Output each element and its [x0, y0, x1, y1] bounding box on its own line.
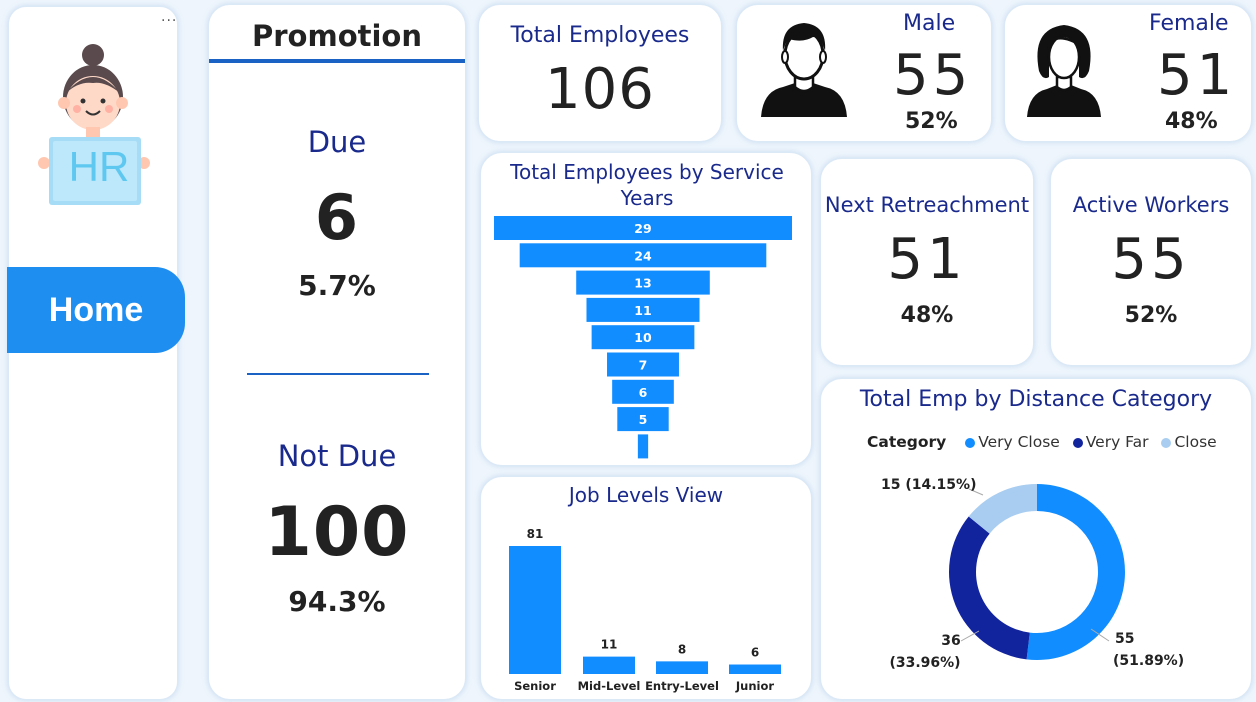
job-level-category-label: Senior	[514, 679, 556, 693]
distance-category-title: Total Emp by Distance Category	[859, 387, 1213, 412]
funnel-bar[interactable]	[607, 352, 679, 377]
female-card: Female 51 48%	[1004, 4, 1252, 142]
not-due-value: 100	[264, 493, 410, 572]
next-retreachment-title: Next Retreachment	[824, 193, 1030, 217]
next-retreachment-percent: 48%	[900, 303, 954, 328]
legend-dot-very-far	[1072, 437, 1083, 448]
distance-donut-chart: 55 (51.89%) 36 (33.96%) 15 (14.15%)	[881, 477, 1184, 671]
donut-leader-line	[1090, 628, 1110, 642]
service-years-title: Total Employees by Service Years	[510, 160, 784, 210]
promotion-card: Promotion Due 6 5.7% Not Due 100 94.3%	[208, 4, 466, 700]
job-level-bar[interactable]	[656, 661, 708, 674]
female-percent: 48%	[1165, 109, 1218, 134]
due-percent: 5.7%	[298, 269, 376, 302]
funnel-bar-label: 29	[634, 221, 651, 236]
legend-label-very-far: Very Far	[1085, 433, 1149, 451]
male-card: Male 55 52%	[736, 4, 992, 142]
distance-legend: Category Very Close Very Far Close	[867, 433, 1217, 451]
legend-label-close: Close	[1174, 433, 1217, 451]
active-workers-percent: 52%	[1124, 303, 1178, 328]
legend-dot-close	[1161, 437, 1172, 448]
donut-slice-percent-label: (33.96%)	[889, 655, 960, 671]
total-employees-value: 106	[545, 57, 655, 122]
male-value: 55	[893, 43, 973, 108]
male-percent: 52%	[905, 109, 958, 134]
male-title: Male	[903, 11, 956, 36]
legend-item-very-close[interactable]: Very Close	[957, 433, 1060, 451]
hr-logo-text: HR	[68, 143, 130, 190]
hr-mascot-icon	[38, 44, 150, 205]
job-level-category-label: Junior	[735, 679, 774, 693]
not-due-percent: 94.3%	[288, 585, 386, 618]
funnel-bar[interactable]	[591, 325, 695, 350]
job-level-bar[interactable]	[729, 664, 781, 674]
female-value: 51	[1157, 43, 1237, 108]
job-level-value-label: 81	[527, 527, 544, 541]
funnel-bar[interactable]	[576, 270, 710, 295]
active-workers-title: Active Workers	[1072, 193, 1230, 217]
funnel-bar[interactable]	[494, 216, 792, 240]
promotion-title-underline	[209, 59, 465, 63]
donut-leader-line	[960, 630, 980, 642]
more-options-icon[interactable]: ...	[161, 9, 178, 25]
job-levels-card: Job Levels View 81 Senior 11 Mid-Level 8 Entr…	[480, 476, 812, 700]
next-retreachment-card: Next Retreachment 51 48%	[820, 158, 1034, 366]
donut-slice[interactable]	[968, 484, 1037, 534]
funnel-bar-label: 24	[634, 248, 652, 263]
job-level-value-label: 6	[751, 646, 759, 660]
legend-label-very-close: Very Close	[978, 433, 1060, 451]
donut-slice-value-label: 55	[1115, 631, 1134, 647]
funnel-bar-label: 11	[634, 303, 651, 318]
home-button[interactable]: Home	[7, 267, 185, 353]
promotion-title: Promotion	[252, 19, 422, 53]
job-levels-title: Job Levels View	[568, 483, 724, 507]
job-level-bar[interactable]	[583, 656, 635, 674]
job-level-category-label: Entry-Level	[645, 679, 719, 693]
not-due-label: Not Due	[277, 439, 397, 473]
sidebar: ... HR	[8, 6, 178, 700]
donut-slice-label: 15 (14.15%)	[881, 477, 976, 493]
donut-leader-line	[968, 488, 984, 496]
active-workers-value: 55	[1111, 227, 1191, 292]
job-level-bar[interactable]	[509, 546, 561, 674]
active-workers-card: Active Workers 55 52%	[1050, 158, 1252, 366]
donut-slice[interactable]	[949, 516, 1030, 660]
next-retreachment-value: 51	[887, 227, 967, 292]
donut-slice[interactable]	[1026, 484, 1125, 660]
funnel-bar-label: 10	[634, 330, 652, 345]
legend-dot-very-close	[965, 437, 976, 448]
funnel-bar[interactable]	[617, 407, 669, 432]
donut-slice-percent-label: (51.89%)	[1113, 653, 1184, 669]
funnel-bar[interactable]	[586, 297, 700, 322]
funnel-bar-label: 6	[639, 385, 648, 400]
total-employees-card: Total Employees 106	[478, 4, 722, 142]
service-years-funnel-chart: 29 24 13 11 10 7 6 5	[494, 216, 792, 459]
female-title: Female	[1149, 11, 1229, 36]
total-employees-title: Total Employees	[510, 23, 690, 48]
funnel-bar[interactable]	[637, 434, 649, 459]
promotion-divider	[247, 373, 429, 375]
job-level-value-label: 8	[678, 642, 686, 656]
due-label: Due	[307, 125, 367, 159]
legend-title: Category	[867, 433, 947, 451]
job-level-category-label: Mid-Level	[578, 679, 641, 693]
legend-item-very-far[interactable]: Very Far	[1065, 433, 1149, 451]
distance-category-card: Total Emp by Distance Category Category …	[820, 378, 1252, 700]
funnel-bar-label: 7	[639, 358, 648, 373]
funnel-bar-label: 13	[634, 276, 651, 291]
service-years-card: Total Employees by Service Years 29 24 13 1…	[480, 152, 812, 466]
funnel-bar-label: 5	[639, 412, 648, 427]
legend-item-close[interactable]: Close	[1153, 433, 1217, 451]
funnel-bar[interactable]	[612, 379, 674, 404]
funnel-bar[interactable]	[519, 243, 767, 268]
job-levels-bar-chart: 81 Senior 11 Mid-Level 8 Entry-Level 6 Junior	[509, 527, 781, 693]
donut-slice-value-label: 36	[941, 633, 960, 649]
job-level-value-label: 11	[601, 638, 618, 652]
male-person-icon	[761, 23, 847, 117]
female-person-icon	[1027, 25, 1101, 117]
due-value: 6	[314, 181, 360, 254]
